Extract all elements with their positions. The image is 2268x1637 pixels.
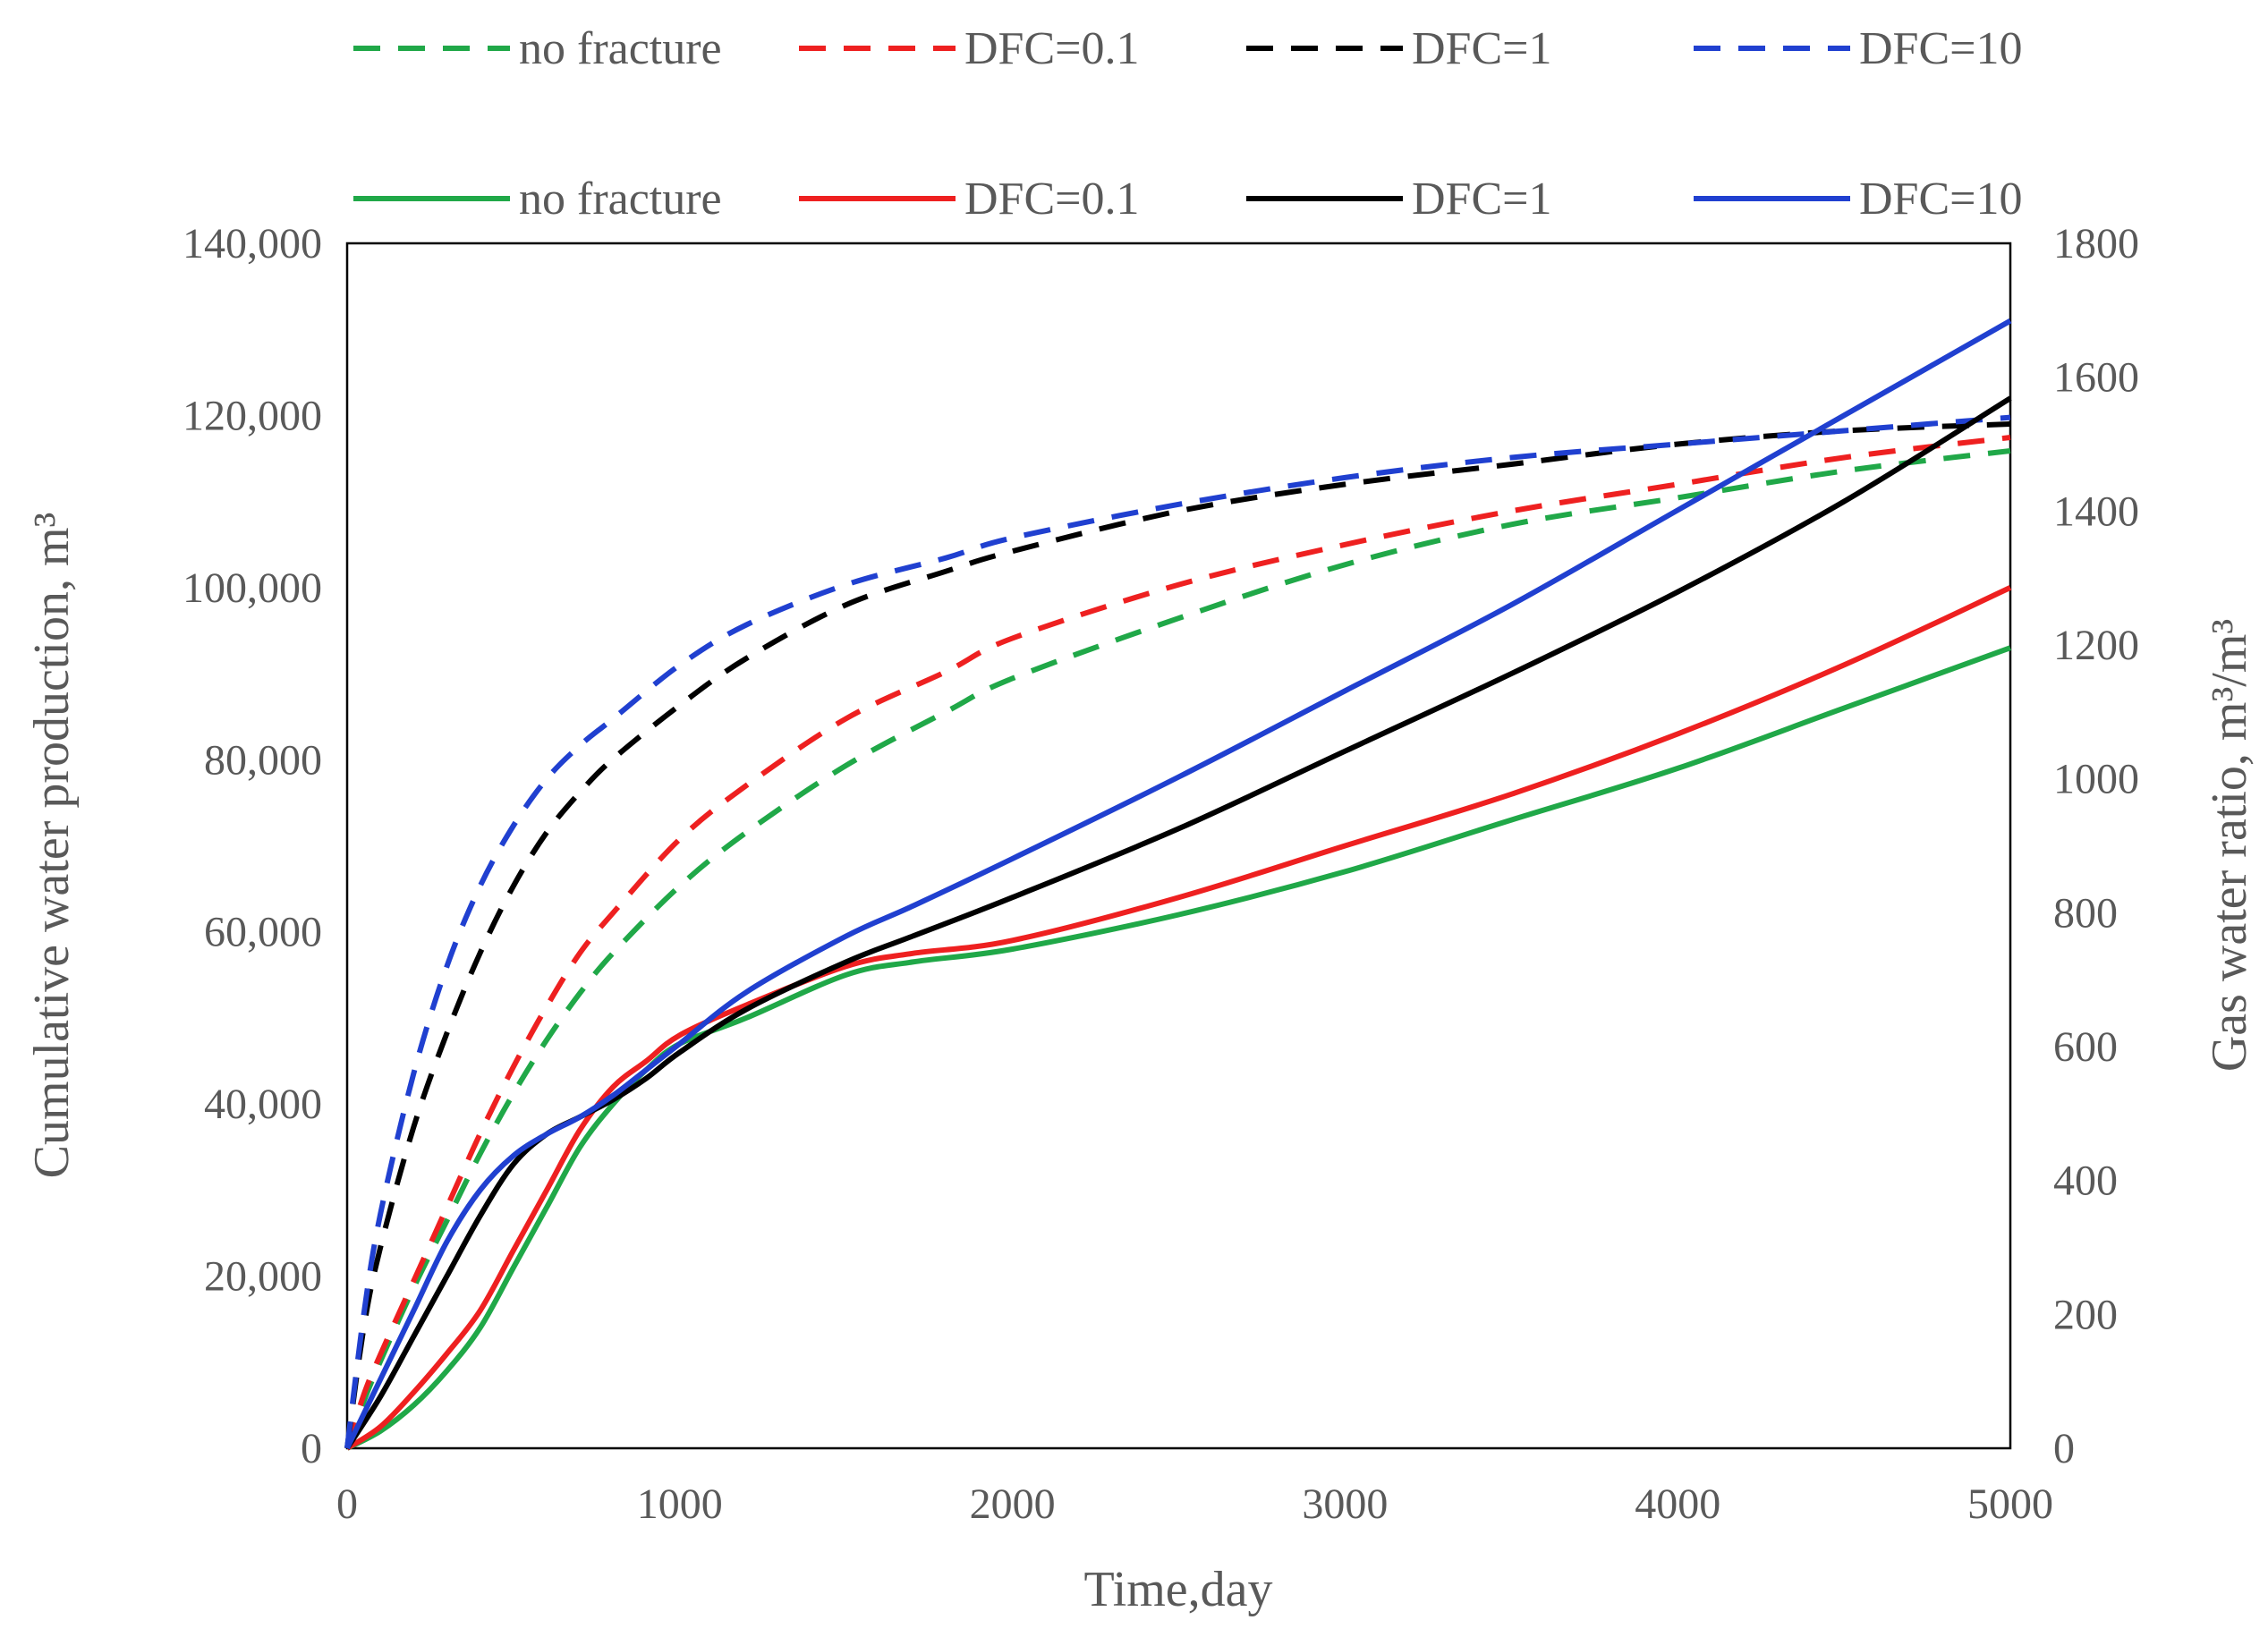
x-tick-label: 2000 <box>970 1480 1056 1528</box>
y-right-tick-label: 1800 <box>2053 220 2139 267</box>
y-axis-right-title: Gas water ratio, m³/m³ <box>2202 619 2257 1072</box>
legend-label: DFC=0.1 <box>964 23 1139 74</box>
series-line-gwr-no-fracture <box>344 448 2011 1450</box>
y-right-tick-label: 1600 <box>2053 354 2139 402</box>
series-line-cum-dfc-0-1 <box>345 585 2012 1451</box>
series-line-cum-no-fracture <box>345 645 2012 1451</box>
y-left-tick-label: 100,000 <box>183 564 322 612</box>
y-right-tick-label: 400 <box>2053 1158 2118 1205</box>
legend-dashed-row: no fracture DFC=0.1 DFC=1 DFC=10 <box>353 23 2022 74</box>
y-right-tick-label: 800 <box>2053 889 2118 937</box>
y-right-tick-label: 200 <box>2053 1291 2118 1338</box>
legend-label: no fracture <box>519 23 722 74</box>
legend-label: DFC=0.1 <box>964 174 1139 225</box>
x-tick-label: 0 <box>336 1480 358 1528</box>
series-line-gwr-dfc-10 <box>344 414 2011 1449</box>
y-left-tick-label: 140,000 <box>183 220 322 267</box>
legend-solid-row: no fracture DFC=0.1 DFC=1 DFC=10 <box>353 174 2022 225</box>
series-line-cum-dfc-1 <box>344 395 2012 1450</box>
y-left-tick-label: 60,000 <box>204 909 322 956</box>
y-left-tick-label: 120,000 <box>183 392 322 439</box>
x-tick-label: 5000 <box>1967 1480 2053 1528</box>
plot-area-frame <box>345 242 2012 1450</box>
x-tick-label: 1000 <box>637 1480 723 1528</box>
y-left-tick-label: 80,000 <box>204 736 322 784</box>
y-left-tick-label: 20,000 <box>204 1253 322 1301</box>
series-line-gwr-dfc-0-1 <box>344 435 2011 1449</box>
legend-label: no fracture <box>519 174 722 225</box>
x-tick-label: 4000 <box>1635 1480 1720 1528</box>
legend-label: DFC=10 <box>1859 174 2022 225</box>
x-axis-ticks: 0 1000 2000 3000 4000 5000 <box>336 1480 2053 1528</box>
x-tick-label: 3000 <box>1302 1480 1388 1528</box>
legend-label: DFC=1 <box>1412 23 1551 74</box>
series-line-cum-dfc-10 <box>344 318 2012 1450</box>
y-left-tick-label: 0 <box>301 1425 322 1472</box>
y-axis-left-title: Cumulative water production, m³ <box>24 513 80 1179</box>
legend-label: DFC=1 <box>1412 174 1551 225</box>
y-right-tick-label: 1000 <box>2053 756 2139 803</box>
series-line-gwr-dfc-1 <box>344 421 2011 1449</box>
y-left-tick-label: 40,000 <box>204 1081 322 1128</box>
y-right-tick-label: 1200 <box>2053 622 2139 669</box>
y-right-tick-label: 1400 <box>2053 488 2139 535</box>
x-axis-title: Time,day <box>1083 1562 1272 1617</box>
left-axis-ticks: 0 20,000 40,000 60,000 80,000 100,000 120,000 1… <box>183 220 322 1472</box>
series-layer <box>344 318 2012 1451</box>
y-right-tick-label: 0 <box>2053 1425 2075 1472</box>
y-right-tick-label: 600 <box>2053 1023 2118 1071</box>
legend-label: DFC=10 <box>1859 23 2022 74</box>
right-axis-ticks: 0 200 400 600 800 1000 1200 1400 1600 1800 <box>2053 220 2139 1472</box>
